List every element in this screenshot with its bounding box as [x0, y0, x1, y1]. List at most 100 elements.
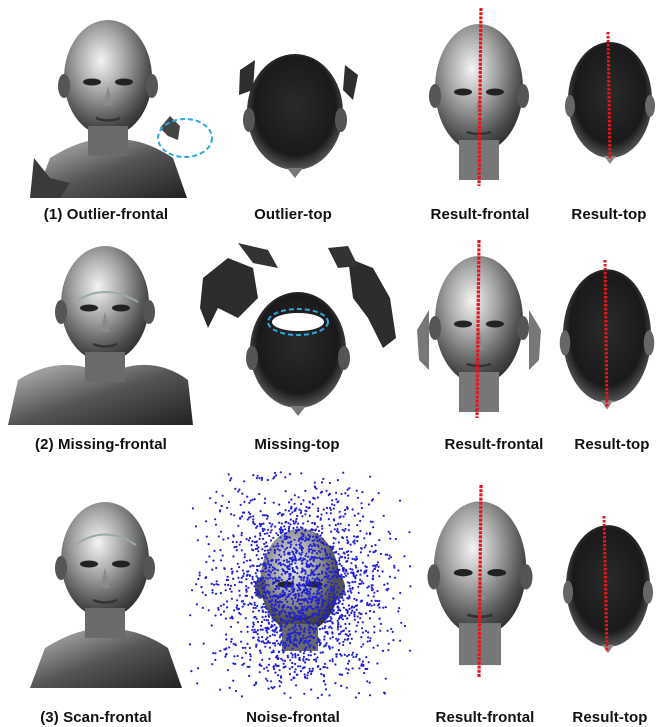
- noise-point: [302, 658, 305, 661]
- noise-point: [323, 675, 326, 678]
- noise-point: [240, 534, 243, 537]
- noise-point: [331, 658, 334, 661]
- noise-point: [276, 548, 279, 551]
- noise-point: [248, 501, 251, 504]
- noise-point: [256, 591, 259, 594]
- noise-point: [277, 605, 280, 608]
- noise-point: [360, 636, 363, 639]
- noise-point: [294, 662, 297, 666]
- noise-point: [340, 564, 343, 567]
- noise-point: [251, 578, 254, 581]
- noise-point: [350, 562, 353, 565]
- noise-point: [299, 502, 303, 506]
- noise-point: [261, 548, 264, 551]
- noise-point: [409, 649, 412, 652]
- noise-point: [351, 587, 354, 590]
- noise-point: [210, 624, 213, 627]
- noise-point: [295, 565, 298, 568]
- noise-point: [345, 560, 348, 563]
- noise-point: [288, 640, 291, 643]
- noise-point: [275, 532, 278, 535]
- noise-point: [344, 633, 347, 636]
- noise-point: [291, 581, 294, 584]
- noise-point: [340, 654, 343, 657]
- noise-point: [338, 559, 341, 562]
- noise-point: [286, 546, 289, 549]
- noise-point: [373, 567, 377, 570]
- noise-point: [357, 621, 360, 624]
- noise-point: [341, 528, 344, 531]
- noise-point: [337, 541, 340, 544]
- noise-point: [219, 530, 223, 533]
- noise-point: [361, 660, 364, 663]
- noise-point: [336, 619, 339, 622]
- noise-point: [308, 501, 312, 504]
- noise-point: [287, 501, 291, 504]
- noise-point: [252, 606, 255, 609]
- noise-point: [321, 557, 324, 560]
- noise-point: [209, 497, 212, 500]
- noise-point: [219, 649, 222, 652]
- noise-point: [378, 575, 381, 578]
- noise-point: [249, 653, 252, 656]
- noise-point: [274, 609, 278, 612]
- noise-point: [291, 656, 294, 659]
- noise-point: [231, 540, 235, 544]
- noise-point: [293, 547, 296, 550]
- noise-point: [302, 577, 305, 580]
- noise-point: [346, 539, 349, 542]
- noise-point: [278, 549, 281, 552]
- noise-point: [391, 630, 394, 633]
- noise-point: [310, 688, 313, 691]
- noise-point: [344, 593, 347, 596]
- noise-point: [330, 557, 333, 560]
- noise-point: [344, 512, 347, 516]
- noise-point: [253, 628, 256, 631]
- noise-point: [361, 621, 364, 624]
- noise-point: [278, 521, 281, 524]
- noise-point: [239, 503, 242, 506]
- noise-point: [353, 542, 356, 545]
- noise-point: [323, 543, 326, 546]
- noise-point: [307, 658, 310, 661]
- noise-point: [353, 576, 357, 579]
- noise-point: [224, 653, 228, 656]
- noise-point: [372, 610, 376, 613]
- noise-point: [306, 642, 310, 645]
- noise-point: [326, 589, 330, 592]
- noise-point: [270, 529, 273, 532]
- noise-point: [359, 617, 362, 620]
- noise-point: [299, 665, 302, 668]
- noise-point: [373, 564, 376, 567]
- noise-point: [367, 636, 370, 639]
- noise-point: [262, 553, 265, 556]
- noise-point: [260, 523, 263, 526]
- noise-point: [393, 564, 396, 567]
- noise-point: [246, 570, 249, 573]
- noise-point: [219, 549, 222, 552]
- noise-point: [271, 582, 275, 585]
- noise-point: [291, 560, 294, 563]
- noise-point: [267, 615, 271, 618]
- noise-point: [265, 642, 268, 645]
- noise-point: [230, 597, 233, 600]
- noise-point: [311, 521, 314, 525]
- noise-point: [384, 677, 387, 680]
- noise-point: [204, 520, 208, 523]
- noise-point: [319, 518, 322, 521]
- noise-point: [194, 525, 197, 528]
- noise-point: [342, 643, 345, 647]
- noise-point: [318, 556, 321, 559]
- noise-point: [326, 611, 329, 614]
- noise-point: [258, 537, 261, 540]
- noise-point: [362, 643, 365, 646]
- noise-point: [238, 566, 241, 569]
- noise-point: [211, 589, 214, 592]
- noise-point: [282, 641, 285, 644]
- noise-point: [346, 655, 349, 658]
- noise-point: [198, 574, 201, 577]
- noise-point: [273, 613, 276, 616]
- noise-point: [302, 569, 305, 572]
- noise-point: [280, 601, 283, 604]
- noise-point: [292, 642, 295, 645]
